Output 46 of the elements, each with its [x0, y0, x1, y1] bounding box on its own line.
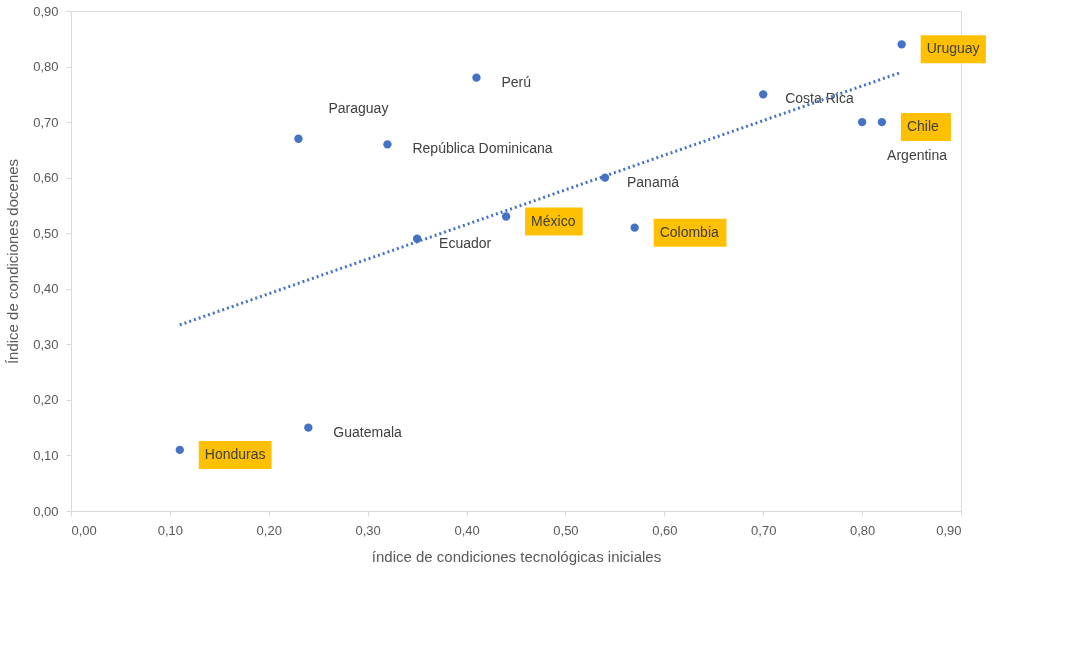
data-label: Paraguay: [328, 99, 389, 116]
x-tick-label: 0,80: [849, 522, 876, 538]
x-tick-label: 0,50: [553, 522, 579, 538]
data-label: Argentina: [887, 147, 948, 164]
x-tick-label: 0,70: [751, 522, 777, 538]
y-tick-label: 0,30: [33, 336, 59, 352]
data-label: Honduras: [204, 445, 266, 462]
x-tick-label: 0,60: [652, 522, 678, 538]
x-tick-label: 0,10: [157, 522, 184, 538]
y-tick-label: 0,80: [33, 59, 59, 75]
point: [383, 140, 392, 149]
x-tick-label: 0,90: [936, 522, 962, 538]
y-tick-label: 0,70: [33, 114, 59, 130]
point: [175, 445, 184, 455]
data-label: Guatemala: [333, 423, 403, 440]
y-axis-title: Índice de condiciones docenes: [4, 158, 22, 365]
x-tick-label: 0,00: [71, 522, 97, 538]
point: [501, 212, 511, 221]
y-tick-label: 0,10: [33, 447, 59, 463]
data-label: Colombia: [659, 223, 720, 240]
x-tick-label: 0,20: [256, 522, 282, 538]
x-tick-label: 0,40: [454, 522, 480, 538]
y-tick-label: 0,60: [33, 170, 59, 186]
point: [759, 90, 768, 99]
y-tick-label: 0,90: [33, 3, 59, 19]
point: [472, 73, 481, 82]
data-label: República Dominicana: [412, 140, 553, 157]
data-label: Costa Rica: [785, 90, 854, 107]
x-tick-label: 0,30: [355, 522, 381, 538]
data-label: Panamá: [627, 173, 680, 190]
point: [857, 117, 867, 127]
y-tick-label: 0,50: [33, 225, 59, 241]
y-tick-label: 0,00: [33, 503, 59, 519]
y-tick-label: 0,20: [33, 392, 59, 408]
data-label: Ecuador: [439, 234, 492, 251]
data-label: México: [531, 212, 576, 229]
x-axis-title: índice de condiciones tecnológicas iniciales: [371, 547, 662, 565]
point: [897, 40, 906, 49]
data-label: Perú: [501, 73, 532, 90]
data-label: Chile: [906, 118, 940, 135]
data-label: Uruguay: [926, 40, 980, 57]
point: [877, 117, 887, 127]
point: [630, 223, 639, 232]
y-tick-label: 0,40: [33, 281, 59, 297]
point: [304, 423, 313, 432]
point: [294, 134, 303, 143]
